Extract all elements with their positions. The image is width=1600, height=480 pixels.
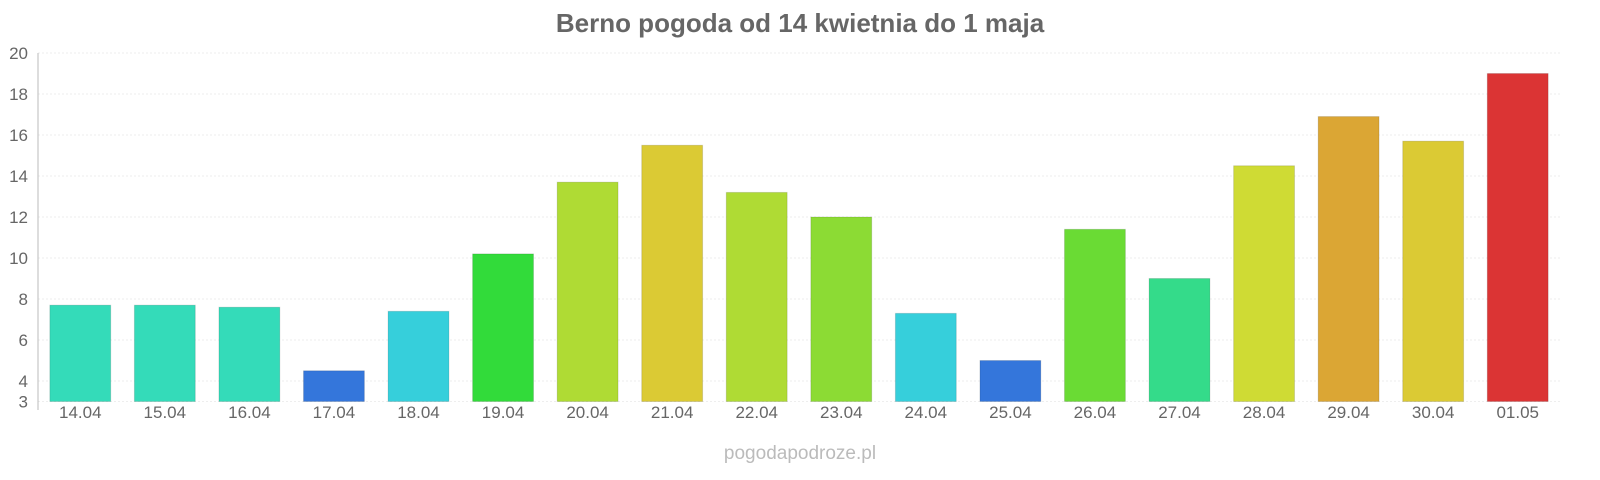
x-tick-label: 23.04 [820,403,863,422]
x-tick-label: 28.04 [1243,403,1286,422]
x-tick-label: 30.04 [1412,403,1455,422]
footer-watermark: pogodapodroze.pl [724,443,876,464]
bar-29.04 [1317,116,1380,403]
chart-title: Berno pogoda od 14 kwietnia do 1 maja [556,8,1045,38]
x-tick-label: 15.04 [144,403,187,422]
y-tick-label: 20 [9,44,28,63]
x-tick-label: 19.04 [482,403,525,422]
bar-15.04 [133,304,196,402]
y-tick-label: 16 [9,126,28,145]
bar-24.04 [894,312,957,403]
bar-19.04 [472,253,534,402]
y-axis: 3 4 6 8 10 12 14 16 18 20 [9,44,28,412]
bar-26.04 [1064,228,1126,402]
bar-16.04 [218,306,281,403]
bar-01.05 [1486,73,1549,402]
x-tick-label: 29.04 [1327,403,1370,422]
y-tick-label: 6 [19,331,28,350]
bar-18.04 [387,310,450,402]
x-tick-label: 16.04 [228,403,271,422]
y-tick-label: 12 [9,208,28,227]
grid [38,52,1560,402]
x-tick-label: 25.04 [989,403,1032,422]
bar-22.04 [725,191,788,402]
y-tick-label: 10 [9,249,28,268]
y-tick-label: 3 [19,393,28,412]
bar-30.04 [1402,140,1465,402]
bars [49,73,1549,403]
x-tick-label: 22.04 [735,403,778,422]
bar-28.04 [1233,165,1295,402]
x-axis: 14.04 15.04 16.04 17.04 18.04 19.04 20.04 21.04… [59,403,1539,422]
bar-23.04 [810,216,873,402]
bar-20.04 [556,181,619,402]
y-tick-label: 18 [9,85,28,104]
x-tick-label: 18.04 [397,403,440,422]
x-tick-label: 26.04 [1074,403,1117,422]
x-tick-label: 17.04 [313,403,356,422]
x-tick-label: 20.04 [566,403,609,422]
y-tick-label: 14 [9,167,28,186]
bar-14.04 [49,304,112,402]
y-tick-label: 4 [19,372,28,391]
x-tick-label: 24.04 [905,403,948,422]
y-tick-label: 8 [19,290,28,309]
x-tick-label: 14.04 [59,403,102,422]
bar-21.04 [641,144,704,402]
bar-25.04 [979,360,1042,402]
x-tick-label: 21.04 [651,403,694,422]
bar-17.04 [303,370,365,402]
bar-27.04 [1148,278,1211,402]
x-tick-label: 27.04 [1158,403,1201,422]
x-tick-label: 01.05 [1496,403,1539,422]
